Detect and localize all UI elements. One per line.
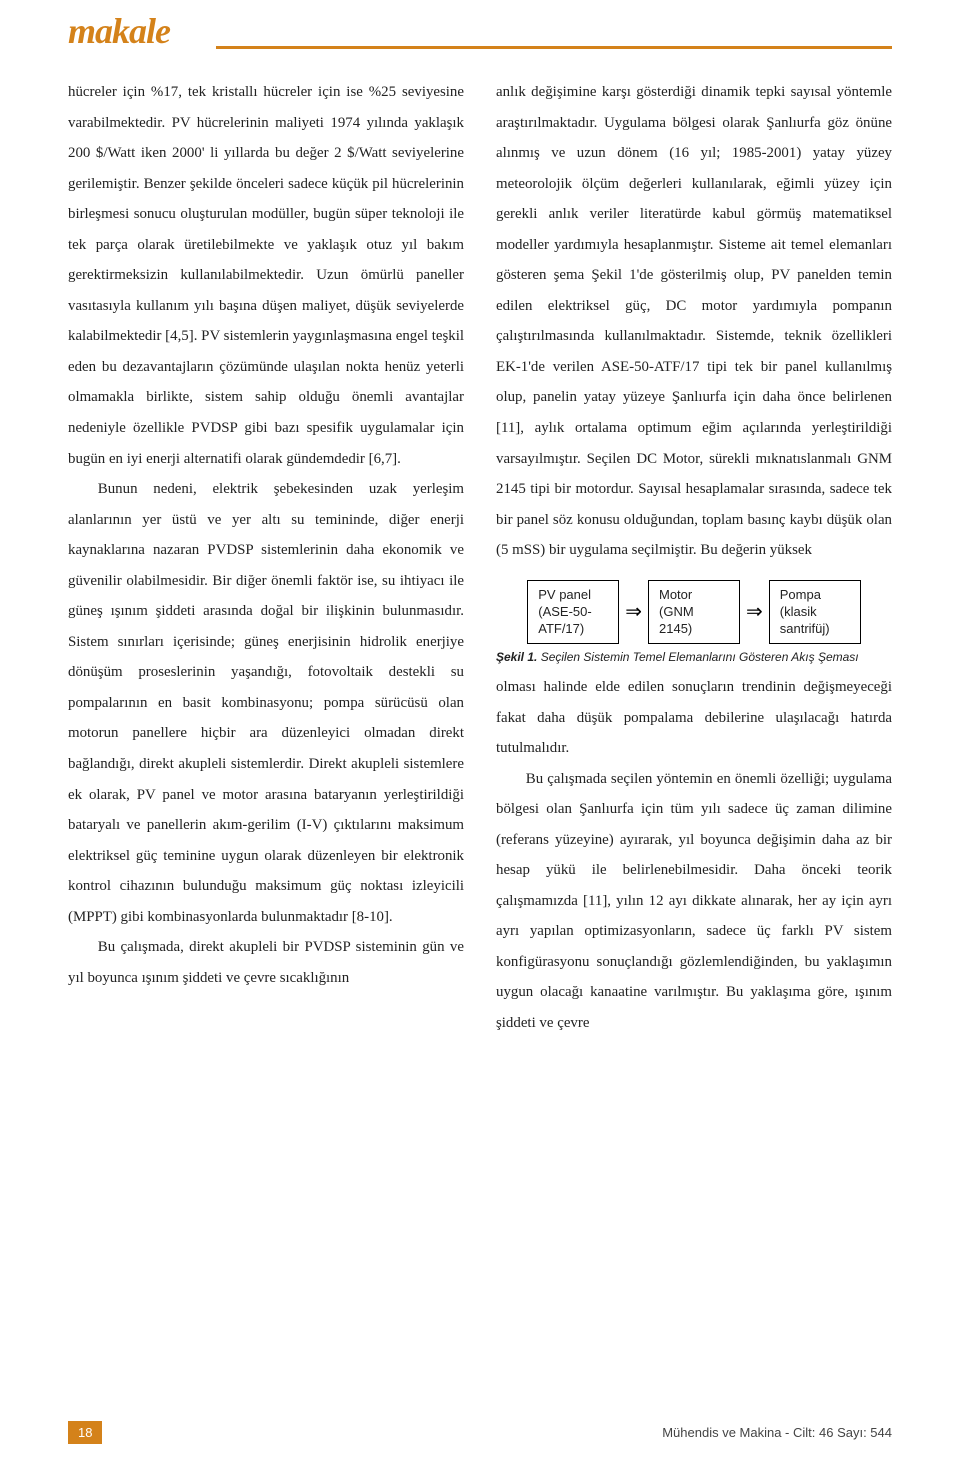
flow-box-line: ATF/17) (538, 621, 608, 638)
flow-box-pv-panel: PV panel (ASE-50- ATF/17) (527, 580, 619, 645)
arrow-right-icon: ⇒ (625, 602, 642, 622)
footer-text: Mühendis ve Makina - Cilt: 46 Sayı: 544 (662, 1425, 892, 1440)
figure-caption-text: Seçilen Sistemin Temel Elemanlarını Göst… (537, 650, 858, 664)
two-column-body: hücreler için %17, tek kristallı hücrele… (68, 77, 892, 1039)
body-paragraph: hücreler için %17, tek kristallı hücrele… (68, 77, 464, 474)
header-rule (216, 46, 892, 49)
body-paragraph: Bunun nedeni, elektrik şebekesinden uzak… (68, 474, 464, 932)
flow-box-line: PV panel (538, 587, 608, 604)
flow-box-line: (klasik (780, 604, 850, 621)
figure-caption: Şekil 1. Seçilen Sistemin Temel Elemanla… (496, 650, 892, 666)
flow-box-line: (ASE-50- (538, 604, 608, 621)
page: makale hücreler için %17, tek kristallı … (0, 0, 960, 1472)
figure-caption-label: Şekil 1. (496, 650, 537, 664)
flow-box-pump: Pompa (klasik santrifüj) (769, 580, 861, 645)
body-paragraph: anlık değişimine karşı gösterdiği dinami… (496, 77, 892, 566)
flow-box-line: Pompa (780, 587, 850, 604)
flow-box-line: Motor (659, 587, 729, 604)
right-column: anlık değişimine karşı gösterdiği dinami… (496, 77, 892, 1039)
flow-diagram: PV panel (ASE-50- ATF/17) ⇒ Motor (GNM 2… (496, 580, 892, 666)
body-paragraph: olması halinde elde edilen sonuçların tr… (496, 672, 892, 764)
flow-row: PV panel (ASE-50- ATF/17) ⇒ Motor (GNM 2… (496, 580, 892, 645)
flow-box-motor: Motor (GNM 2145) (648, 580, 740, 645)
arrow-right-icon: ⇒ (746, 602, 763, 622)
page-number: 18 (68, 1421, 102, 1444)
flow-box-line: 2145) (659, 621, 729, 638)
body-paragraph: Bu çalışmada, direkt akupleli bir PVDSP … (68, 932, 464, 993)
flow-box-line: (GNM (659, 604, 729, 621)
page-footer: 18 Mühendis ve Makina - Cilt: 46 Sayı: 5… (68, 1421, 892, 1444)
page-header: makale (68, 10, 892, 49)
flow-box-line: santrifüj) (780, 621, 850, 638)
left-column: hücreler için %17, tek kristallı hücrele… (68, 77, 464, 1039)
body-paragraph: Bu çalışmada seçilen yöntemin en önemli … (496, 764, 892, 1039)
